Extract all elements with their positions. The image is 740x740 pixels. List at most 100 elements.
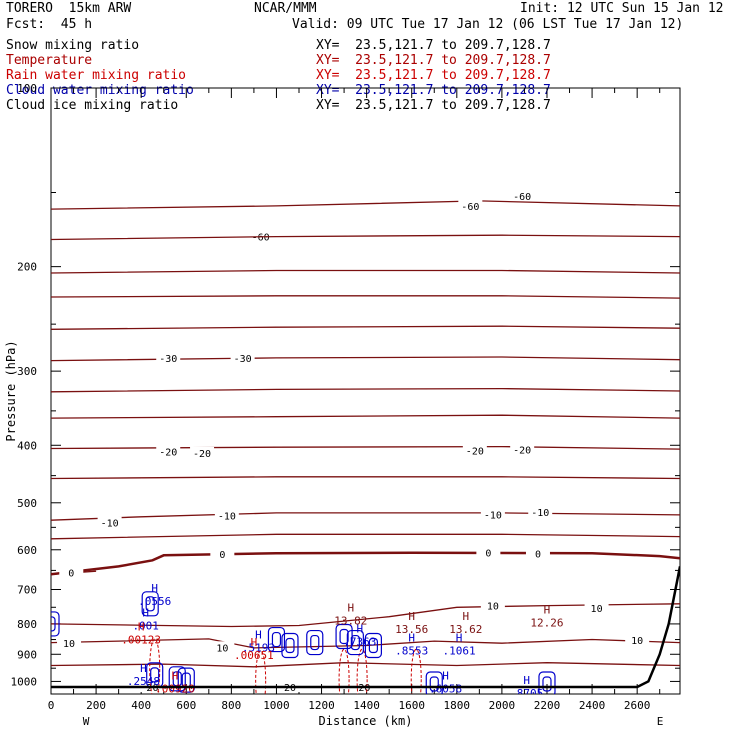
x-tick-label: 600 <box>176 699 196 712</box>
terrain-line <box>51 566 680 689</box>
y-tick-label: 700 <box>17 584 37 597</box>
y-tick-label: 800 <box>17 618 37 631</box>
temperature-contour <box>51 551 680 576</box>
temperature-contour <box>51 476 680 480</box>
valid-time: Valid: 09 UTC Tue 17 Jan 12 (06 LST Tue … <box>292 17 684 32</box>
cloud-water-contour <box>285 637 295 654</box>
max-value-label: 13.62 <box>449 623 482 636</box>
contour-label: 10 <box>631 636 643 647</box>
temperature-contour <box>51 662 680 668</box>
contour-label: -60 <box>461 202 479 213</box>
temperature-contour <box>51 234 680 241</box>
max-marker: H <box>523 674 530 687</box>
temperature-contour <box>51 200 680 210</box>
x-tick-label: 1600 <box>398 699 425 712</box>
x-end-label-west: W <box>83 715 90 728</box>
contour-label: 20 <box>284 683 296 694</box>
rain-water-contour <box>410 648 422 694</box>
temperature-contour <box>51 445 680 450</box>
plot-area: -60 -60 -60 -30 -30 -20 -20 -20 -20 -10 -10 -10 -10 0… <box>51 189 680 695</box>
y-tick-label: 600 <box>17 544 37 557</box>
rain-water-contour <box>149 638 161 694</box>
contour-label-bg <box>214 509 239 521</box>
contour-label-bg <box>510 443 535 455</box>
field-label-snow: Snow mixing ratio <box>6 38 140 53</box>
field-xy-cloud-ice: XY= 23.5,121.7 to 209.7,128.7 <box>316 98 551 113</box>
x-tick-label: 2400 <box>579 699 606 712</box>
contour-label-bg <box>59 566 84 578</box>
y-tick-label: 1000 <box>11 675 38 688</box>
center-name: NCAR/MMM <box>254 1 317 16</box>
cloud-water-contour <box>145 596 155 612</box>
rain-water-contour <box>255 650 267 694</box>
max-marker: H <box>142 607 149 620</box>
contour-label: 0 <box>68 568 74 579</box>
cloud-water-contour <box>346 629 364 656</box>
contour-label: 0 <box>219 550 225 561</box>
cloud-water-contour <box>364 632 382 659</box>
x-tick-label: 800 <box>221 699 241 712</box>
max-value-label: .00651 <box>234 649 274 662</box>
y-top-label: 100 <box>17 82 37 95</box>
contour-label: 0 <box>485 548 491 559</box>
field-label-cloud-ice: Cloud ice mixing ratio <box>6 98 179 113</box>
temperature-contour <box>51 603 680 628</box>
cloud-water-contour <box>271 631 282 648</box>
max-marker: H <box>442 669 449 682</box>
contour-label: -30 <box>159 354 177 365</box>
contour-label-bg <box>462 444 487 456</box>
max-marker: H <box>172 669 179 682</box>
contour-label: 10 <box>591 604 603 615</box>
cloud-water-contour <box>281 632 299 659</box>
y-tick-label: 300 <box>17 365 37 378</box>
max-marker: H <box>408 610 415 623</box>
max-value-label: .00920 <box>155 682 195 695</box>
x-tick-label: 1800 <box>444 699 471 712</box>
contour-label: -20 <box>466 446 484 457</box>
x-tick-label: 1400 <box>353 699 380 712</box>
contour-label-bg <box>210 641 235 653</box>
temperature-contour <box>51 325 680 330</box>
contour-label: -20 <box>193 449 211 460</box>
max-value-label: .7363 <box>343 635 376 648</box>
y-tick-label: 500 <box>17 497 37 510</box>
temperature-contour <box>51 414 680 419</box>
cloud-water-contour <box>425 671 443 694</box>
y-axis-title: Pressure (hPa) <box>4 340 18 441</box>
cloud-water-contour <box>350 634 360 651</box>
temperature-contour <box>51 356 680 362</box>
max-marker: H <box>251 636 258 649</box>
x-tick-label: 2000 <box>489 699 516 712</box>
contour-label-bg <box>510 189 535 201</box>
cloud-water-contour <box>168 666 186 692</box>
x-tick-label: 400 <box>131 699 151 712</box>
max-marker: H <box>255 629 262 642</box>
contour-label: -10 <box>531 508 549 519</box>
contour-label-bg <box>525 547 550 559</box>
x-axis-title: Distance (km) <box>319 714 413 728</box>
contour-label-bg <box>97 516 122 528</box>
field-label-temperature: Temperature <box>6 53 93 68</box>
temperature-contour <box>51 638 680 649</box>
temperature-contour <box>51 387 680 393</box>
max-marker: H <box>463 610 470 623</box>
cloud-water-contour <box>368 637 378 654</box>
contour-label: 20 <box>358 683 370 694</box>
max-value-label: 12.26 <box>530 616 563 629</box>
cloud-water-contour <box>538 671 556 694</box>
x-tick-label: 0 <box>48 699 55 712</box>
max-value-label: 13.56 <box>395 623 428 636</box>
cloud-water-contour <box>267 626 286 653</box>
field-label-cloud-water: Cloud water mixing ratio <box>6 83 194 98</box>
x-tick-label: 200 <box>86 699 106 712</box>
field-xy-rain: XY= 23.5,121.7 to 209.7,128.7 <box>316 68 551 83</box>
contour-label-bg <box>57 637 82 649</box>
contour-label-bg <box>458 199 483 211</box>
max-value-label: .5193 <box>242 642 275 655</box>
cloud-water-contour <box>306 629 324 656</box>
contour-label: -60 <box>513 192 531 203</box>
cloud-water-contour <box>150 667 160 683</box>
max-marker: H <box>348 602 355 615</box>
forecast-hour: Fcst: 45 h <box>6 17 93 32</box>
